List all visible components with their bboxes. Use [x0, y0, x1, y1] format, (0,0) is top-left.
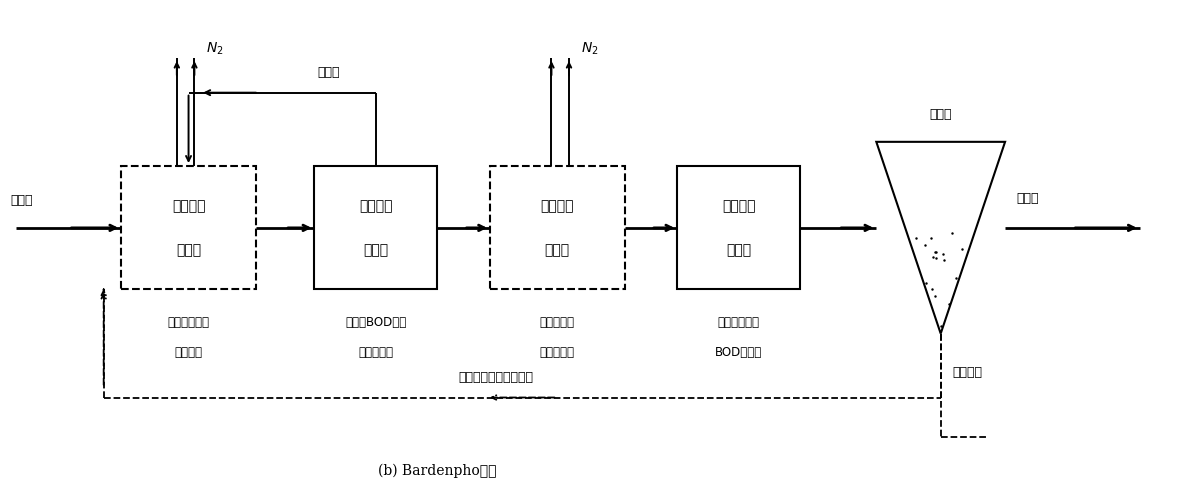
Text: 反应器: 反应器 [363, 243, 388, 257]
Bar [315, 166, 437, 290]
Text: 释放磷）: 释放磷） [174, 346, 203, 359]
Text: （吸收磷去除: （吸收磷去除 [718, 316, 759, 330]
Text: $N_2$: $N_2$ [206, 40, 224, 56]
Text: 原污水: 原污水 [9, 194, 33, 207]
Bar [121, 166, 256, 290]
Text: 沉淀池: 沉淀池 [929, 108, 951, 122]
Text: 第二厌氧: 第二厌氧 [540, 198, 574, 213]
Text: （去除BOD、硝: （去除BOD、硝 [345, 316, 407, 330]
Text: 硝化脱氮）: 硝化脱氮） [540, 346, 575, 359]
Text: 内循环: 内循环 [318, 66, 341, 80]
Text: 处理水: 处理水 [1016, 192, 1040, 205]
Text: （反硝化脱氮: （反硝化脱氮 [167, 316, 210, 330]
Polygon shape [876, 142, 1005, 334]
Text: 第一好氧: 第一好氧 [360, 198, 393, 213]
Text: $N_2$: $N_2$ [581, 40, 598, 56]
Text: BOD硝化）: BOD硝化） [716, 346, 763, 359]
Text: 反应器: 反应器 [545, 243, 569, 257]
Text: 化吸收磷）: 化吸收磷） [358, 346, 394, 359]
Bar [677, 166, 801, 290]
Bar [490, 166, 625, 290]
Text: 第二好氧: 第二好氧 [722, 198, 756, 213]
Text: 反应器: 反应器 [726, 243, 751, 257]
Text: 回流污泥（含磷污泥）: 回流污泥（含磷污泥） [459, 372, 533, 384]
Text: 反应器: 反应器 [176, 243, 202, 257]
Text: 第一厌氧: 第一厌氧 [172, 198, 205, 213]
Text: 剩余污泥: 剩余污泥 [953, 366, 982, 380]
Text: （释放磷反: （释放磷反 [540, 316, 575, 330]
Text: (b) Bardenpho工艺: (b) Bardenpho工艺 [378, 464, 496, 478]
